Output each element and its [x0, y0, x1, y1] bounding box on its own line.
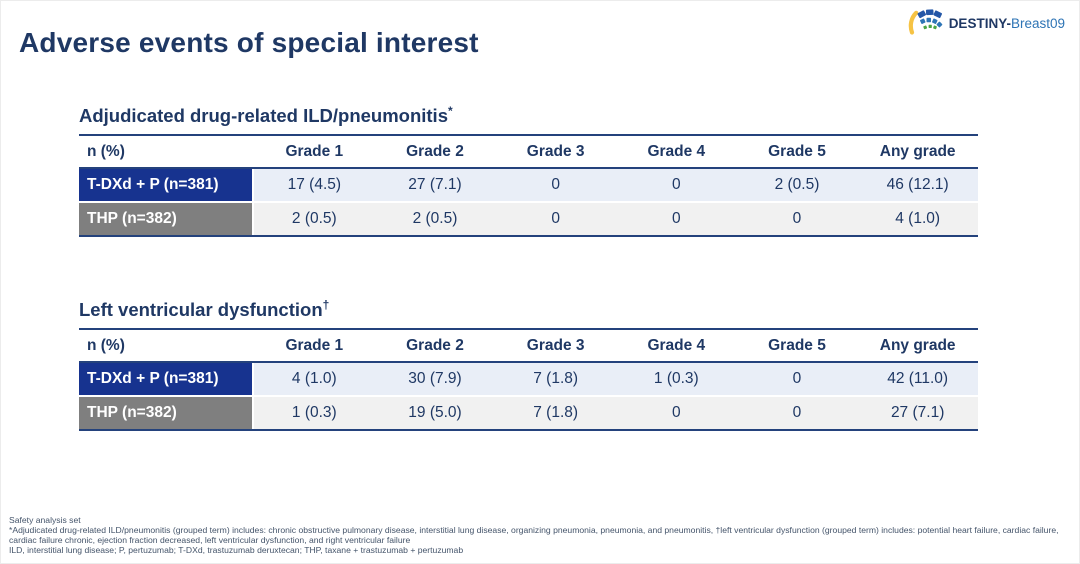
- header-cell: Grade 4: [647, 336, 706, 354]
- data-cell: 0: [615, 397, 737, 430]
- logo-text: DESTINY-Breast09: [949, 16, 1065, 31]
- data-cell: 27 (7.1): [857, 397, 978, 430]
- header-cell: Grade 2: [406, 336, 464, 354]
- data-cell: 19 (5.0): [374, 397, 496, 430]
- data-cell: 7 (1.8): [495, 397, 616, 430]
- footnote-abbreviations: ILD, interstitial lung disease; P, pertu…: [9, 545, 464, 556]
- footnote-grouped-terms: *Adjudicated drug-related ILD/pneumoniti…: [9, 525, 1059, 546]
- destiny-breast09-logo: DESTINY-Breast09: [907, 7, 1065, 40]
- header-cell: Grade 5: [768, 336, 826, 354]
- data-cell: 1 (0.3): [254, 397, 375, 430]
- header-cell: Grade 4: [647, 142, 706, 160]
- section-lv-dysfunction: Left ventricular dysfunction† n (%) Grad…: [79, 298, 978, 432]
- table-lvd-body: T-DXd + P (n=381) 4 (1.0) 30 (7.9) 7 (1.…: [79, 363, 978, 432]
- logo-text-light: Breast09: [1010, 16, 1065, 31]
- data-cell: 0: [736, 397, 858, 430]
- data-cell: 1 (0.3): [615, 363, 737, 396]
- table-row: T-DXd + P (n=381) 17 (4.5) 27 (7.1) 0 0 …: [79, 169, 978, 202]
- destiny-fan-icon: [907, 7, 945, 40]
- header-cell: Any grade: [879, 336, 956, 354]
- data-cell: 46 (12.1): [857, 169, 978, 202]
- data-cell: 2 (0.5): [736, 169, 858, 202]
- section-title-lvd: Left ventricular dysfunction†: [79, 298, 978, 321]
- header-cell: Grade 3: [526, 142, 585, 160]
- data-cell: 4 (1.0): [857, 203, 978, 236]
- data-cell: 30 (7.9): [374, 363, 496, 396]
- table-lvd: n (%) Grade 1 Grade 2 Grade 3 Grade 4 Gr…: [79, 328, 978, 432]
- page-title: Adverse events of special interest: [19, 27, 479, 58]
- section-title-ild-marker: *: [448, 104, 453, 118]
- section-title-lvd-marker: †: [322, 298, 330, 312]
- row-label: THP (n=382): [79, 203, 254, 236]
- footnotes: Safety analysis set *Adjudicated drug-re…: [9, 515, 1073, 556]
- header-cell: n (%): [87, 336, 125, 354]
- header-cell: Grade 2: [406, 142, 464, 160]
- data-cell: 0: [736, 363, 858, 396]
- table-ild: n (%) Grade 1 Grade 2 Grade 3 Grade 4 Gr…: [79, 134, 978, 238]
- data-cell: 17 (4.5): [254, 169, 375, 202]
- table-lvd-header-row: n (%) Grade 1 Grade 2 Grade 3 Grade 4 Gr…: [79, 330, 978, 364]
- data-cell: 0: [615, 169, 737, 202]
- footnote-safety-set: Safety analysis set: [9, 515, 81, 525]
- data-cell: 2 (0.5): [254, 203, 375, 236]
- row-label: T-DXd + P (n=381): [79, 169, 254, 202]
- section-ild-pneumonitis: Adjudicated drug-related ILD/pneumonitis…: [79, 104, 978, 238]
- section-title-ild: Adjudicated drug-related ILD/pneumonitis…: [79, 104, 978, 127]
- logo-text-bold: DESTINY-: [948, 16, 1011, 31]
- table-row: THP (n=382) 1 (0.3) 19 (5.0) 7 (1.8) 0 0…: [79, 397, 978, 430]
- data-cell: 0: [495, 203, 616, 236]
- data-cell: 0: [615, 203, 737, 236]
- data-cell: 4 (1.0): [254, 363, 375, 396]
- row-label: THP (n=382): [79, 397, 254, 430]
- data-cell: 0: [495, 169, 616, 202]
- header-cell: Grade 1: [285, 142, 344, 160]
- section-title-ild-text: Adjudicated drug-related ILD/pneumonitis: [79, 105, 448, 127]
- data-cell: 2 (0.5): [374, 203, 496, 236]
- table-ild-body: T-DXd + P (n=381) 17 (4.5) 27 (7.1) 0 0 …: [79, 169, 978, 238]
- data-cell: 0: [736, 203, 858, 236]
- table-row: T-DXd + P (n=381) 4 (1.0) 30 (7.9) 7 (1.…: [79, 363, 978, 396]
- header-cell: Grade 5: [768, 142, 826, 160]
- header-cell: Grade 3: [526, 336, 585, 354]
- header-cell: Any grade: [879, 142, 956, 160]
- header-cell: Grade 1: [285, 336, 344, 354]
- header-cell: n (%): [87, 142, 125, 160]
- section-title-lvd-text: Left ventricular dysfunction: [79, 299, 323, 321]
- data-cell: 27 (7.1): [374, 169, 496, 202]
- table-row: THP (n=382) 2 (0.5) 2 (0.5) 0 0 0 4 (1.0…: [79, 203, 978, 236]
- data-cell: 42 (11.0): [857, 363, 978, 396]
- data-cell: 7 (1.8): [495, 363, 616, 396]
- row-label: T-DXd + P (n=381): [79, 363, 254, 396]
- table-ild-header-row: n (%) Grade 1 Grade 2 Grade 3 Grade 4 Gr…: [79, 136, 978, 170]
